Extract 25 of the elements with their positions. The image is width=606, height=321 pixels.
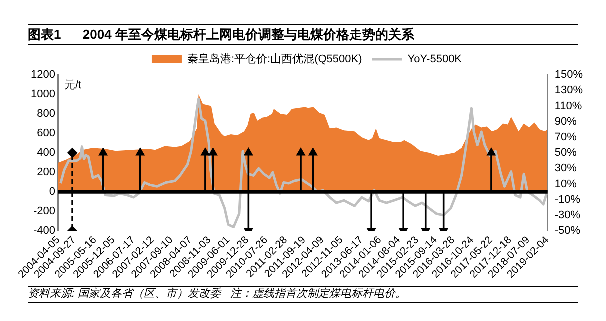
y-tick-label: 800 bbox=[37, 108, 56, 120]
y-axis-title: 元/t bbox=[64, 80, 82, 92]
y2-tick-label: 70% bbox=[554, 131, 578, 144]
y2-tick-label: 10% bbox=[554, 178, 578, 190]
y2-tick-label: 130% bbox=[554, 84, 584, 97]
y2-tick-label: -50% bbox=[554, 225, 581, 238]
y2-tick-label: -10% bbox=[554, 194, 581, 206]
legend-label: 秦皇岛港:平仓价:山西优混(Q5500K) bbox=[187, 52, 362, 66]
y-tick-label: 600 bbox=[37, 128, 56, 140]
y-tick-label: 1200 bbox=[30, 69, 56, 82]
y-tick-label: 0 bbox=[49, 186, 56, 198]
y2-tick-label: 50% bbox=[554, 147, 578, 160]
legend-label: YoY-5500K bbox=[408, 54, 463, 66]
y2-tick-label: 90% bbox=[554, 116, 578, 128]
y2-tick-label: -30% bbox=[554, 210, 581, 222]
text: 资料来源: 国家及各省（区、市）发改委 注：虚线指首次制定煤电标杆电价。 bbox=[28, 286, 578, 303]
chart-title: 图表1 2004 年至今煤电标杆上网电价调整与电煤价格走势的关系 bbox=[28, 24, 578, 45]
y-tick-label: 400 bbox=[37, 147, 56, 160]
y2-tick-label: 30% bbox=[554, 162, 578, 175]
y-tick-label: -400 bbox=[33, 225, 56, 238]
y-tick-label: 1000 bbox=[30, 88, 56, 101]
y-tick-label: 200 bbox=[37, 166, 56, 179]
y2-tick-label: 150% bbox=[554, 69, 584, 82]
y-tick-label: -200 bbox=[33, 206, 56, 218]
y2-tick-label: 110% bbox=[554, 100, 582, 112]
